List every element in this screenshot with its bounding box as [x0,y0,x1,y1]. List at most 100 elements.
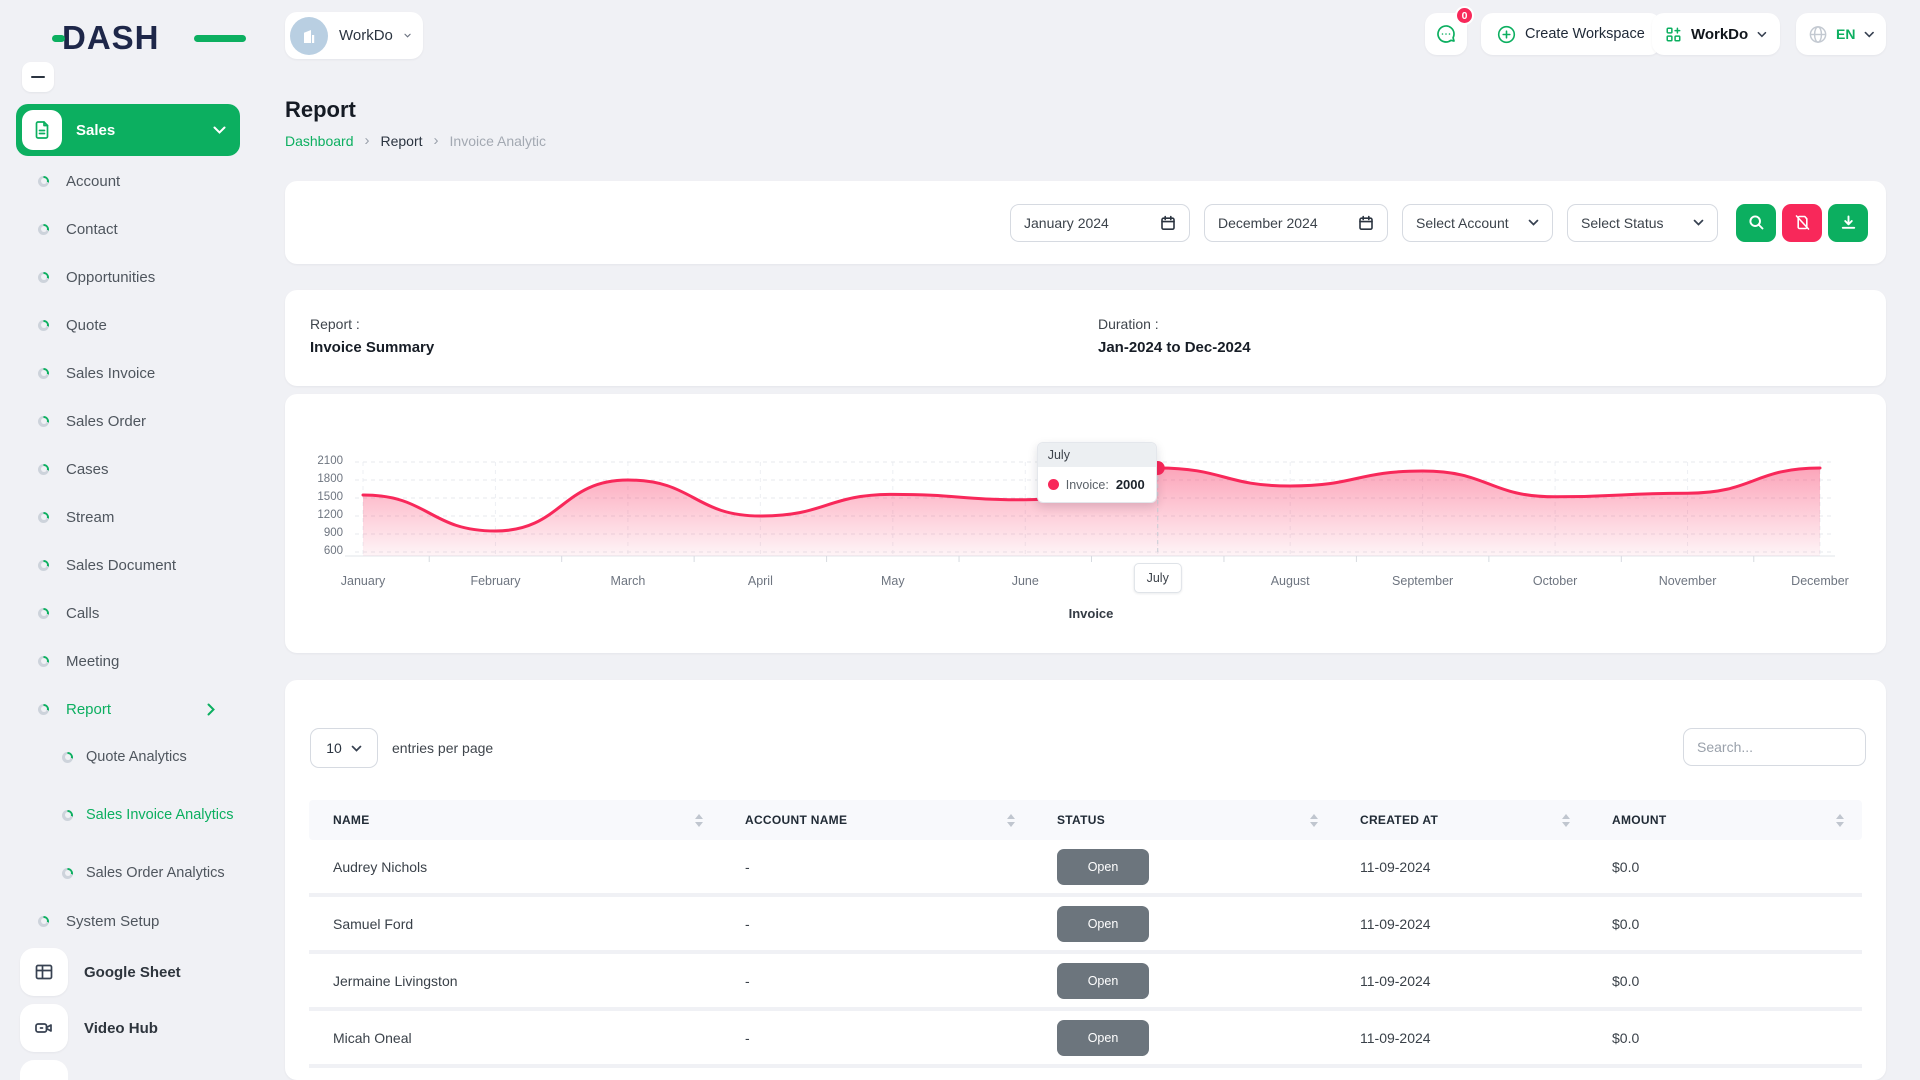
invoice-table-card: 10 entries per page NAME ACCOUNT NAME ST… [285,680,1886,1080]
sidebar-subitem-sales-invoice-analytics[interactable]: Sales Invoice Analytics [0,781,285,849]
sidebar-item-meeting[interactable]: Meeting [0,637,285,685]
create-workspace-button[interactable]: Create Workspace [1481,13,1661,55]
workspace-selector[interactable]: WorkDo [285,12,423,59]
logo-dash-left [52,35,65,42]
status-badge: Open [1057,1019,1149,1056]
shortcut-label: Google Sheet [84,963,181,981]
status-select[interactable]: Select Status [1567,203,1718,242]
account-select[interactable]: Select Account [1402,203,1553,242]
sidebar-shortcut-partial[interactable] [20,1060,68,1080]
x-axis-tick: November [1658,574,1717,588]
account-select-value: Select Account [1416,214,1509,231]
table-row[interactable]: Samuel Ford - Open 11-09-2024 $0.0 [309,897,1862,954]
chevron-down-icon [1757,31,1767,37]
chat-button[interactable]: 0 [1425,6,1474,55]
x-axis-tick: March [610,574,646,588]
x-axis-tick: July [1133,563,1182,593]
sidebar-item-cases[interactable]: Cases [0,445,285,493]
sidebar-item-stream[interactable]: Stream [0,493,285,541]
sidebar-menu: Account Contact Opportunities Quote Sale… [0,157,285,945]
sidebar-toggle-button[interactable] [22,62,54,92]
series-dot-icon [1047,479,1059,490]
date-to-input[interactable]: December 2024 [1204,203,1388,242]
bullet-icon [38,607,49,619]
bullet-icon [62,751,73,763]
tooltip-series-label: Invoice: [1065,477,1109,492]
sidebar-item-label: System Setup [66,912,160,930]
y-axis-tick: 1200 [317,509,343,521]
entries-per-page-select[interactable]: 10 [310,728,378,768]
chevron-down-icon [1528,219,1539,226]
duration-label: Duration : [1098,316,1159,332]
table-search-input[interactable] [1683,728,1866,766]
language-selector[interactable]: EN [1796,13,1886,55]
calendar-icon [1359,215,1373,230]
sidebar-item-contact[interactable]: Contact [0,205,285,253]
apply-filter-button[interactable] [1736,203,1776,242]
tooltip-value: 2000 [1115,477,1145,492]
shortcut-label: Video Hub [84,1019,158,1037]
sidebar-item-google-sheet[interactable]: Google Sheet [20,948,181,996]
entries-per-page-value: 10 [326,740,342,756]
filter-buttons [1736,203,1868,242]
column-header-amount[interactable]: AMOUNT [1588,800,1862,840]
sidebar-item-label: Opportunities [66,268,156,286]
sidebar-item-system-setup[interactable]: System Setup [0,897,285,945]
status-badge: Open [1057,905,1149,942]
search-icon [1748,215,1763,230]
entries-per-page-label: entries per page [392,740,494,756]
sidebar-group-sales[interactable]: Sales [16,104,240,156]
status-badge: Open [1057,962,1149,999]
chevron-down-icon [1693,219,1704,226]
bullet-icon [38,655,49,667]
sidebar-item-label: Report [66,700,112,718]
breadcrumb-separator: › [364,132,370,149]
table-row[interactable]: Audrey Nichols - Open 11-09-2024 $0.0 [309,840,1862,897]
sidebar-item-quote[interactable]: Quote [0,301,285,349]
sidebar-subitem-label: Sales Invoice Analytics [86,806,234,823]
sheet-icon [20,948,68,996]
chart-tooltip: July Invoice: 2000 [1036,442,1157,503]
y-axis-tick: 2100 [317,455,343,467]
bullet-icon [38,175,49,187]
breadcrumb-report-link[interactable]: Report [380,132,423,149]
x-axis-tick: April [747,574,773,588]
cell-amount: $0.0 [1612,1029,1640,1046]
sidebar-item-report[interactable]: Report [0,685,285,733]
date-from-input[interactable]: January 2024 [1010,203,1190,242]
column-header-name[interactable]: NAME [309,800,721,840]
table-row[interactable]: Micah Oneal - Open 11-09-2024 $0.0 [309,1011,1862,1068]
video-icon [20,1004,68,1052]
chart-legend: Invoice [1068,606,1114,621]
cell-name: Micah Oneal [333,1029,412,1046]
column-header-status[interactable]: STATUS [1033,800,1336,840]
sidebar-subitem-label: Quote Analytics [86,749,187,765]
column-header-created-at[interactable]: CREATED AT [1336,800,1588,840]
sidebar-item-video-hub[interactable]: Video Hub [20,1004,158,1052]
filter-toolbar: January 2024 December 2024 Select Accoun… [285,181,1886,264]
sidebar-item-account[interactable]: Account [0,157,285,205]
cell-account: - [745,858,750,875]
sidebar-subitem-quote-analytics[interactable]: Quote Analytics [0,733,285,781]
sidebar-item-sales-document[interactable]: Sales Document [0,541,285,589]
column-header-account-name[interactable]: ACCOUNT NAME [721,800,1033,840]
plus-circle-icon [1497,25,1516,43]
apps-menu-button[interactable]: WorkDo [1652,13,1780,55]
sort-icon [1562,813,1570,827]
cell-account: - [745,972,750,989]
sidebar-item-calls[interactable]: Calls [0,589,285,637]
sidebar-item-sales-order[interactable]: Sales Order [0,397,285,445]
sidebar-subitem-sales-order-analytics[interactable]: Sales Order Analytics [0,849,285,897]
breadcrumb-dashboard-link[interactable]: Dashboard [285,132,354,149]
globe-icon [1809,25,1827,43]
table-row[interactable]: Jermaine Livingston - Open 11-09-2024 $0… [309,954,1862,1011]
sidebar-item-opportunities[interactable]: Opportunities [0,253,285,301]
x-axis-tick: September [1392,574,1454,588]
sidebar-item-label: Sales Invoice [66,364,156,382]
sidebar-item-sales-invoice[interactable]: Sales Invoice [0,349,285,397]
logo-dash-right [194,35,246,42]
download-button[interactable] [1828,203,1868,242]
x-axis-tick: August [1270,574,1310,588]
clear-filter-button[interactable] [1782,203,1822,242]
brand-logo[interactable]: DASH [52,16,246,60]
